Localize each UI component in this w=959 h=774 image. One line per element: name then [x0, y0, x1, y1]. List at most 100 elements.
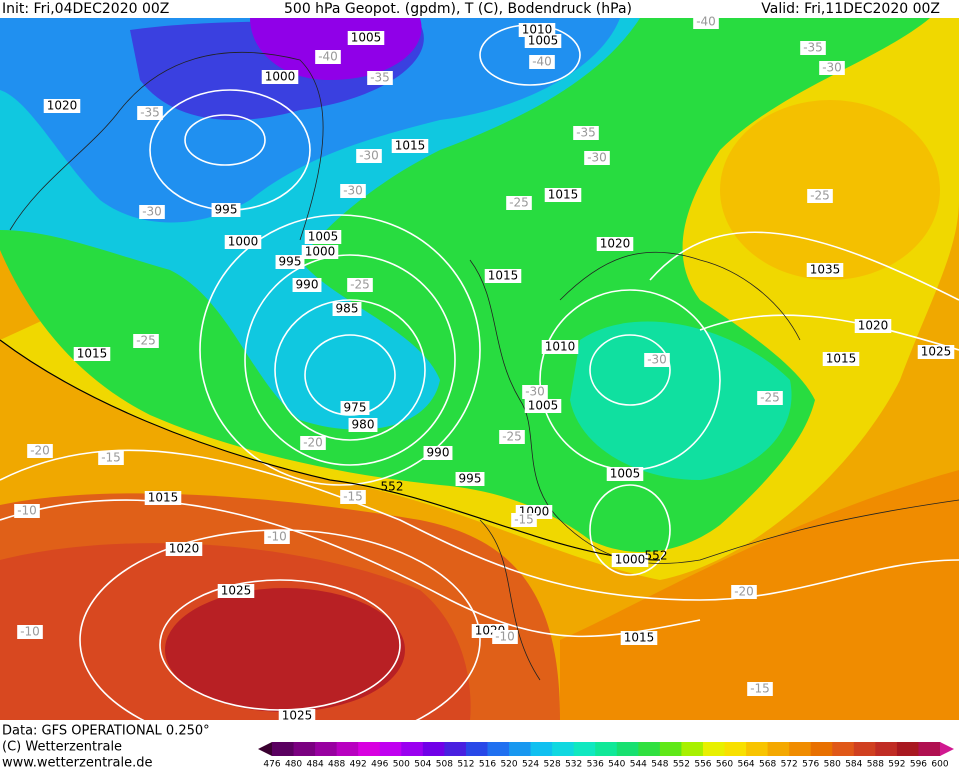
- isobar-label: 1000: [265, 70, 296, 84]
- temperature-label: -40: [696, 15, 716, 29]
- temperature-label-box: [807, 189, 833, 203]
- isobar-label-box: [455, 472, 485, 486]
- isobar-label: 1020: [600, 237, 631, 251]
- isobar-label-box: [224, 235, 262, 249]
- temperature-label: -35: [370, 71, 390, 85]
- temperature-label: -30: [359, 149, 379, 163]
- isobar-label: 1005: [351, 31, 382, 45]
- field-teal: [570, 321, 792, 480]
- colorbar-swatch: [552, 742, 575, 756]
- colorbar: 476 480 484 488 492 496 500 504 508 512 516 520 524 5…: [258, 742, 954, 770]
- temperature-label: -35: [803, 41, 823, 55]
- isobar-label-box: [332, 302, 362, 316]
- title-text: 500 hPa Geopot. (gpdm), T (C), Bodendruc…: [284, 1, 632, 17]
- colorbar-tick-label: 568: [759, 760, 776, 770]
- temperature-label: -30: [647, 353, 667, 367]
- isobar-label-box: [165, 542, 203, 556]
- isobar-label-box: [620, 631, 658, 645]
- temperature-label-box: [340, 184, 366, 198]
- colorbar-tick-label: 544: [630, 760, 647, 770]
- temperature-label: -30: [142, 205, 162, 219]
- isobar-label: 975: [344, 401, 367, 415]
- isobar-label-box: [292, 278, 322, 292]
- colorbar-swatch: [681, 742, 704, 756]
- isobar-label-box: [43, 99, 81, 113]
- footer-url: www.wetterzentrale.de: [2, 756, 152, 771]
- map-field: [0, 18, 959, 720]
- isobar-label-box: [347, 31, 385, 45]
- colorbar-swatch: [853, 742, 876, 756]
- temperature-label-box: [522, 385, 548, 399]
- colorbar-tick-label: 492: [350, 760, 367, 770]
- temperature-label: -25: [136, 334, 156, 348]
- temperature-label-box: [573, 126, 599, 140]
- colorbar-tick-label: 480: [285, 760, 302, 770]
- colorbar-tick-label: 500: [393, 760, 410, 770]
- isobar-label-box: [423, 446, 453, 460]
- colorbar-tick-label: 576: [802, 760, 819, 770]
- contour-552: [0, 339, 661, 561]
- colorbar-tick-label: 536: [587, 760, 604, 770]
- colorbar-swatch: [530, 742, 553, 756]
- isobar-label-box: [144, 491, 182, 505]
- colorbar-swatch: [573, 742, 596, 756]
- isobar-label: 980: [352, 418, 375, 432]
- contour-label: 552: [645, 549, 668, 563]
- colorbar-swatch: [336, 742, 359, 756]
- isobar-label: 1005: [308, 230, 339, 244]
- colorbar-swatch: [789, 742, 812, 756]
- colorbar-tick-label: 572: [781, 760, 798, 770]
- colorbar-swatch: [465, 742, 488, 756]
- colorbar-swatch: [358, 742, 381, 756]
- colorbar-tick-label: 564: [737, 760, 754, 770]
- isobar-label-box: [278, 709, 316, 723]
- isobar-label: 1020: [47, 99, 78, 113]
- temperature-label-box: [506, 196, 532, 210]
- temperature-label-box: [17, 625, 43, 639]
- colorbar-swatch: [918, 742, 941, 756]
- isobar-label: 995: [215, 203, 238, 217]
- isobar-label: 995: [459, 472, 482, 486]
- colorbar-arrow: [258, 742, 272, 756]
- colorbar-swatch: [702, 742, 726, 756]
- isobar-label-box: [348, 418, 378, 432]
- colorbar-tick-label: 560: [716, 760, 733, 770]
- temperature-label-box: [693, 15, 719, 29]
- isobar-label: 1000: [305, 245, 336, 259]
- isobar-label-box: [524, 399, 562, 413]
- colorbar-tick-label: 524: [522, 760, 539, 770]
- isobar-label: 985: [336, 302, 359, 316]
- temperature-label-box: [98, 451, 124, 465]
- isobar-label-box: [596, 237, 634, 251]
- isobar-label-box: [518, 23, 556, 37]
- isobars: [0, 24, 959, 720]
- colorbar-tick-label: 504: [414, 760, 431, 770]
- temperature-label-box: [14, 504, 40, 518]
- isobar-label-box: [606, 467, 644, 481]
- colorbar-swatch: [616, 742, 639, 756]
- isobar-label: 1025: [221, 584, 252, 598]
- temperature-label-box: [529, 55, 555, 69]
- isobar-label: 990: [427, 446, 450, 460]
- isobar-label: 1015: [395, 139, 426, 153]
- isobar-label-box: [304, 230, 342, 244]
- isobar-label-box: [275, 255, 305, 269]
- temperature-label: -25: [760, 391, 780, 405]
- temperature-label: -15: [750, 682, 770, 696]
- valid-text: Valid: Fri,11DEC2020 00Z: [761, 1, 940, 17]
- colorbar-swatch: [724, 742, 747, 756]
- temperature-label-box: [584, 151, 610, 165]
- colorbar-swatch: [379, 742, 402, 756]
- temperature-label: -25: [502, 430, 522, 444]
- temperature-label: -20: [30, 444, 50, 458]
- temperature-label: -15: [514, 513, 534, 527]
- isobar-label-box: [544, 188, 582, 202]
- temperature-label: -25: [509, 196, 529, 210]
- colorbar-swatch: [272, 742, 295, 756]
- isobar-label: 1015: [77, 347, 108, 361]
- colorbar-swatch: [293, 742, 316, 756]
- isobar-label: 1025: [282, 709, 313, 723]
- temperature-label: -30: [525, 385, 545, 399]
- colorbar-tick-label: 600: [931, 760, 948, 770]
